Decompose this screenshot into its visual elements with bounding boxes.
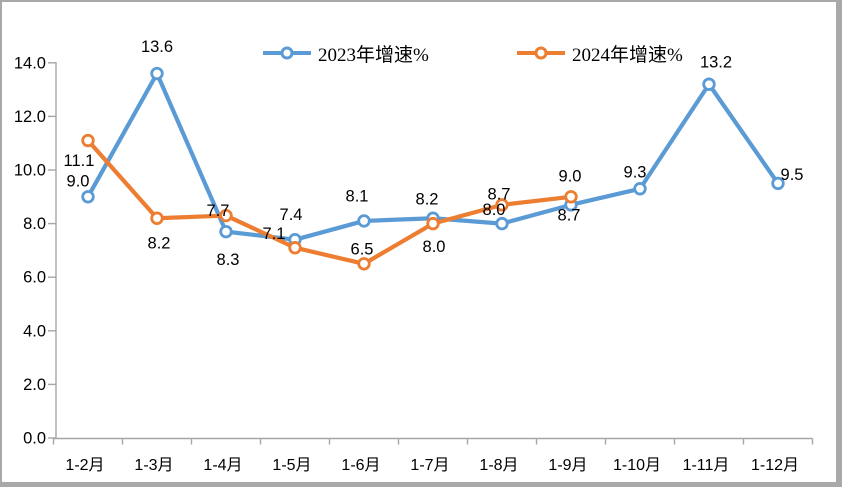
data-point-label: 8.0 [423, 238, 446, 256]
data-point-label: 8.2 [416, 191, 439, 209]
data-point-marker [771, 176, 785, 191]
legend-line-marker-2023-icon [263, 46, 311, 60]
data-point-marker [219, 224, 233, 239]
data-point-label: 9.0 [67, 172, 90, 190]
x-axis-category-label: 1-11月 [683, 457, 730, 474]
x-axis-category-label: 1-10月 [613, 457, 661, 474]
data-point-marker [219, 208, 233, 223]
y-axis-tick-label: 0.0 [23, 430, 46, 448]
data-point-label: 8.1 [346, 187, 369, 205]
data-point-label: 7.7 [207, 202, 230, 220]
data-point-label: 8.3 [217, 251, 240, 269]
y-axis-tick-label: 8.0 [23, 215, 46, 233]
data-point-label: 6.5 [351, 240, 374, 258]
data-point-marker [495, 198, 509, 212]
data-point-label: 7.1 [263, 225, 286, 243]
data-point-label: 9.5 [781, 166, 804, 184]
data-point-label: 8.7 [488, 185, 511, 203]
y-axis-tick-label: 14.0 [14, 54, 46, 72]
x-axis-category-label: 1-9月 [548, 457, 587, 474]
data-point-label: 8.2 [148, 235, 171, 253]
x-axis-category-label: 1-6月 [341, 457, 380, 474]
legend-line-marker-2024-icon [517, 46, 565, 60]
y-axis-tick-label: 4.0 [23, 322, 46, 340]
data-point-marker [288, 241, 302, 255]
legend-item-2024: 2024年增速% [517, 42, 683, 66]
x-axis-category-label: 1-3月 [134, 457, 173, 474]
y-axis-tick-label: 10.0 [14, 162, 46, 180]
x-axis-category-label: 1-8月 [479, 457, 518, 474]
data-point-label: 11.1 [64, 152, 95, 170]
data-point-label: 13.2 [700, 54, 732, 72]
data-point-marker [357, 257, 371, 271]
x-axis-category-label: 1-5月 [272, 457, 311, 474]
x-axis-category-label: 1-4月 [203, 457, 242, 474]
legend-label-2023: 2023年增速% [318, 44, 429, 66]
data-point-marker [426, 216, 440, 231]
data-point-label: 8.0 [483, 201, 506, 219]
growth-rate-line-chart: 0.0 2.0 4.0 6.0 8.0 10.0 12.0 14.0 1-2月 1-3月 1-4月 1… [14, 38, 814, 474]
y-axis-tick-label: 12.0 [14, 108, 46, 126]
data-point-marker [357, 214, 371, 228]
data-point-marker [81, 190, 95, 204]
data-point-label: 7.4 [280, 206, 303, 224]
data-point-label: 8.7 [558, 206, 581, 224]
data-point-marker [702, 77, 716, 91]
data-point-label: 9.0 [559, 167, 582, 185]
y-axis-tick-label: 6.0 [23, 269, 46, 287]
data-point-label: 13.6 [141, 38, 173, 56]
data-point-marker [150, 211, 164, 225]
y-axis-tick-label: 2.0 [23, 376, 46, 394]
data-point-label: 9.3 [624, 163, 647, 181]
data-point-marker [495, 216, 509, 231]
data-point-marker [633, 182, 647, 196]
series-line-1 [85, 138, 574, 266]
data-point-marker [81, 133, 95, 148]
x-axis-category-label: 1-12月 [751, 457, 799, 474]
legend-label-2024: 2024年增速% [572, 44, 683, 66]
legend-item-2023: 2023年增速% [263, 42, 429, 66]
data-point-marker [564, 190, 578, 204]
data-point-marker [150, 66, 164, 81]
x-axis-category-label: 1-7月 [410, 457, 449, 474]
x-axis-category-label: 1-2月 [65, 457, 104, 474]
